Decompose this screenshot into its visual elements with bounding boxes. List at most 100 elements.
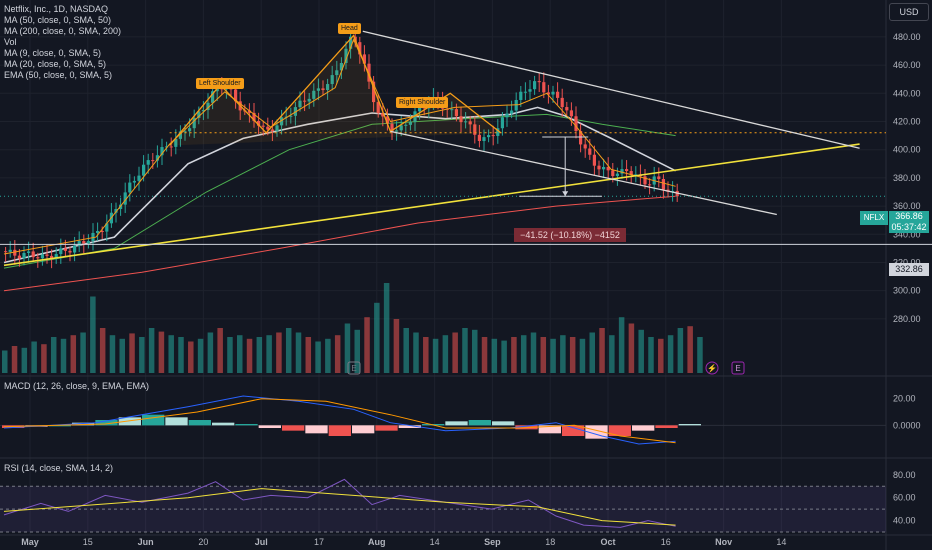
earnings-icon[interactable] — [347, 361, 361, 375]
legend-ema50[interactable]: EMA (50, close, 0, SMA, 5) — [4, 70, 113, 80]
candle-body — [326, 84, 330, 91]
rsi-tick-label: 60.00 — [893, 493, 916, 503]
candle-body — [629, 171, 633, 175]
candle-body — [611, 170, 615, 177]
macd-legend: MACD (12, 26, close, 9, EMA, EMA) — [4, 381, 149, 392]
candle-body — [546, 92, 550, 95]
candle-body — [123, 192, 127, 205]
volume-bar — [188, 341, 194, 373]
time-tick-label: 16 — [661, 537, 671, 547]
candle-body — [358, 42, 362, 55]
last-price: 366.86 — [895, 211, 923, 221]
candle-body — [91, 232, 95, 242]
volume-bar — [687, 326, 693, 373]
volume-bar — [305, 337, 312, 373]
volume-bar — [334, 335, 341, 373]
right-shoulder-label[interactable]: Right Shoulder — [396, 97, 449, 108]
candle-body — [142, 164, 146, 176]
candle-body — [146, 160, 150, 165]
time-tick-label: 15 — [83, 537, 93, 547]
candle-body — [372, 81, 376, 103]
time-tick-label: Aug — [368, 537, 386, 547]
candle-body — [169, 146, 173, 148]
rsi-line — [3, 478, 676, 528]
measure-arrow — [562, 191, 569, 197]
head-label[interactable]: Head — [338, 23, 361, 34]
ema50-line — [3, 113, 676, 269]
volume-bar — [31, 341, 37, 373]
legend-symbol[interactable]: Netflix, Inc., 1D, NASDAQ — [4, 4, 109, 14]
volume-bar — [11, 346, 18, 373]
legend-macd[interactable]: MACD (12, 26, close, 9, EMA, EMA) — [4, 381, 150, 391]
price-tick-label: 440.00 — [893, 88, 921, 98]
bar-countdown: 05:37:42 — [891, 222, 927, 232]
channel-upper-line[interactable] — [362, 30, 860, 149]
candle-body — [597, 165, 601, 170]
candle-body — [4, 251, 8, 253]
support-trendline[interactable] — [3, 143, 860, 267]
macd-histogram-bar — [305, 425, 328, 434]
volume-bar — [589, 332, 595, 373]
time-tick-label: 17 — [314, 537, 324, 547]
candle-body — [22, 252, 26, 259]
volume-bar — [197, 338, 204, 373]
candle-body — [413, 111, 417, 122]
candle-body — [206, 102, 210, 111]
candle-body — [450, 109, 454, 111]
legend-vol[interactable]: Vol — [4, 37, 17, 47]
volume-bar — [158, 331, 165, 373]
last-price-tag: 366.86 05:37:42 — [889, 211, 929, 233]
time-tick-label: 18 — [545, 537, 555, 547]
volume-bar — [628, 323, 635, 373]
legend-ma200[interactable]: MA (200, close, 0, SMA, 200) — [4, 26, 122, 36]
candle-body — [54, 254, 58, 259]
candle-body — [252, 112, 256, 121]
candle-body — [40, 254, 44, 259]
macd-histogram-bar — [165, 417, 188, 426]
macd-histogram-bar — [118, 417, 141, 426]
time-tick-label: May — [21, 537, 39, 547]
legend-rsi[interactable]: RSI (14, close, SMA, 14, 2) — [4, 463, 114, 473]
currency-button[interactable]: USD — [889, 3, 929, 21]
left-shoulder-label[interactable]: Left Shoulder — [196, 78, 244, 89]
volume-bar — [168, 335, 174, 373]
candle-body — [602, 167, 606, 170]
volume-bar — [452, 332, 458, 373]
axes: 280.00 300.00 320.00 340.00 360.00 380.00 400.… — [21, 32, 920, 547]
candle-body — [408, 121, 412, 125]
candle-body — [211, 91, 215, 103]
macd-histogram-bar — [72, 422, 95, 426]
candle-body — [280, 117, 284, 126]
volume-bar — [344, 323, 351, 373]
volume-bar — [599, 328, 605, 373]
candle-body — [620, 169, 624, 174]
volume-bar — [383, 283, 390, 373]
legend-ma9[interactable]: MA (9, close, 0, SMA, 5) — [4, 48, 102, 58]
macd-histogram-bar — [562, 425, 585, 436]
candle-body — [178, 131, 182, 139]
legend-ma20[interactable]: MA (20, close, 0, SMA, 5) — [4, 59, 107, 69]
volume-bar — [579, 338, 586, 373]
candle-body — [114, 208, 118, 213]
macd-histogram-bar — [492, 421, 515, 426]
earnings-icon[interactable] — [731, 361, 745, 375]
volume-bar — [50, 337, 57, 373]
candle-body — [77, 241, 81, 246]
volume-bar — [520, 335, 527, 373]
time-tick-label: Jul — [255, 537, 268, 547]
dividend-icon[interactable] — [705, 361, 719, 375]
legend-ma50[interactable]: MA (50, close, 0, SMA, 50) — [4, 15, 112, 25]
candle-body — [519, 91, 523, 100]
volume-bar — [472, 329, 478, 373]
macd-histogram-bar — [375, 425, 398, 431]
channel-lower-line[interactable] — [390, 130, 777, 216]
macd-tick-label: 0.0000 — [893, 420, 921, 430]
volume-bar — [227, 337, 233, 373]
candle-body — [27, 251, 31, 253]
macd-line — [3, 395, 676, 445]
macd-histogram-bar — [258, 425, 281, 428]
price-tick-label: 460.00 — [893, 60, 921, 70]
pattern-fill — [169, 35, 501, 146]
candle-body — [82, 241, 86, 244]
